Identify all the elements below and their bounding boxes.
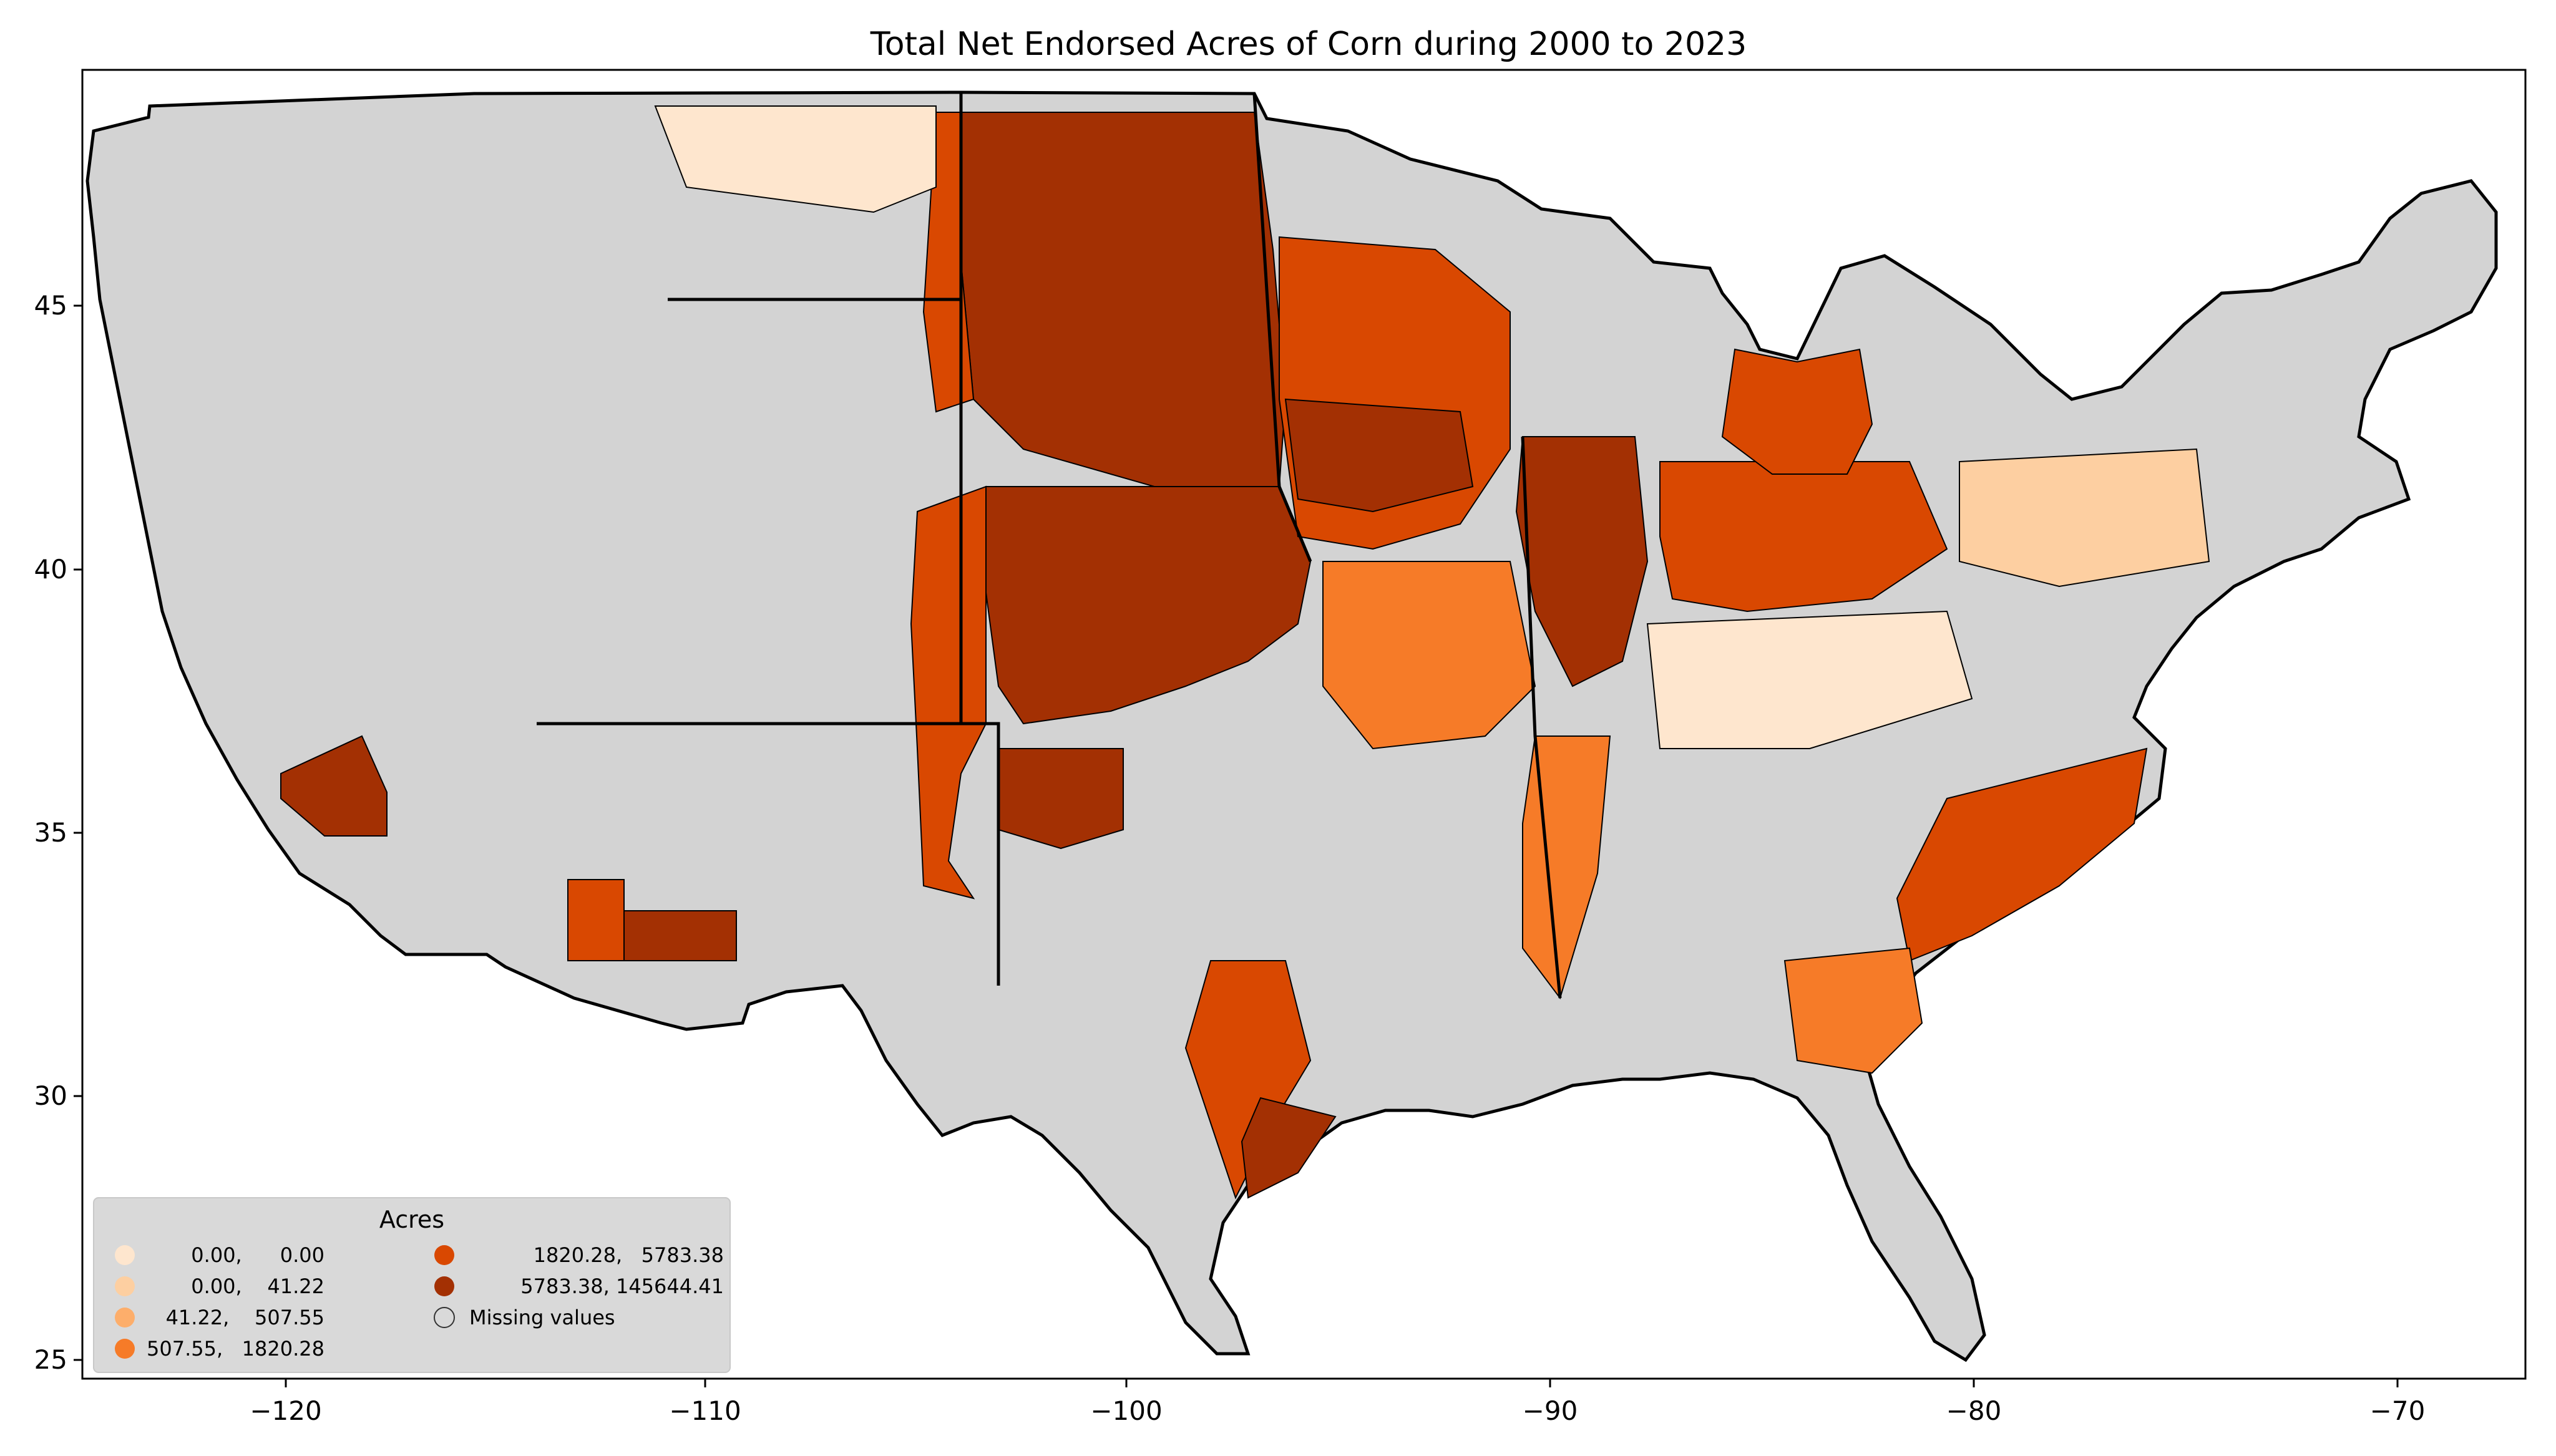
legend-swatch — [434, 1245, 454, 1265]
x-tick-label: −90 — [1523, 1395, 1578, 1426]
region-central-plains-edge — [910, 485, 987, 900]
region-michigan — [1721, 348, 1873, 475]
legend-swatch — [115, 1276, 135, 1296]
y-tick-label: 35 — [34, 817, 67, 848]
region-panhandle — [998, 748, 1124, 850]
region-kentucky-light — [1646, 610, 1973, 749]
region-arizona — [611, 910, 737, 961]
region-carolinas — [1896, 747, 2148, 962]
legend: Acres 0.00, 0.00 0.00, 41.22 41.22, 507.55… — [93, 1197, 731, 1373]
region-illinois — [1515, 436, 1649, 687]
region-georgia — [1783, 947, 1923, 1074]
region-indiana-ohio — [1659, 461, 1948, 613]
x-tick-label: −120 — [250, 1395, 321, 1426]
legend-swatch — [115, 1245, 135, 1265]
map-title: Total Net Endorsed Acres of Corn during … — [870, 26, 1747, 63]
legend-swatch — [115, 1308, 135, 1327]
y-tick-label: 25 — [34, 1344, 67, 1375]
us-land-mass — [85, 90, 2498, 1362]
x-axis: −120 −110 −100 −90 −80 −70 — [250, 1379, 2425, 1426]
region-iowa-core — [1284, 398, 1474, 513]
legend-label: Missing values — [469, 1306, 615, 1329]
legend-label: 0.00, 41.22 — [191, 1274, 324, 1298]
legend-label: 507.55, 1820.28 — [147, 1337, 324, 1361]
legend-label: 0.00, 0.00 — [191, 1243, 324, 1267]
x-tick-label: −70 — [2370, 1395, 2426, 1426]
legend-label: 1820.28, 5783.38 — [534, 1243, 724, 1267]
y-tick-label: 30 — [34, 1080, 67, 1111]
legend-entries: 0.00, 0.00 0.00, 41.22 41.22, 507.55 507.55… — [115, 1243, 724, 1361]
legend-title: Acres — [379, 1206, 444, 1233]
region-arizona-west — [567, 879, 625, 961]
region-missouri — [1322, 561, 1536, 750]
legend-swatch — [434, 1307, 455, 1328]
x-tick-label: −80 — [1946, 1395, 2002, 1426]
x-tick-label: −110 — [669, 1395, 741, 1426]
county-choropleth — [280, 105, 2210, 1200]
y-tick-label: 45 — [34, 290, 67, 321]
region-pennsylvania — [1959, 448, 2210, 588]
x-tick-label: −100 — [1090, 1395, 1162, 1426]
region-california — [280, 735, 388, 837]
legend-label: 41.22, 507.55 — [166, 1306, 324, 1329]
plot-area — [85, 90, 2498, 1362]
region-montana-light — [654, 105, 937, 213]
legend-box — [93, 1197, 731, 1373]
legend-swatch — [434, 1276, 454, 1296]
state-borders — [537, 92, 1562, 999]
plot-frame — [81, 69, 2527, 1380]
y-tick-label: 40 — [34, 554, 67, 585]
region-texas-coast — [1241, 1097, 1337, 1199]
legend-swatch — [115, 1339, 135, 1359]
legend-label: 5783.38, 145644.41 — [520, 1274, 724, 1298]
y-axis: 25 30 35 40 45 — [34, 290, 82, 1375]
